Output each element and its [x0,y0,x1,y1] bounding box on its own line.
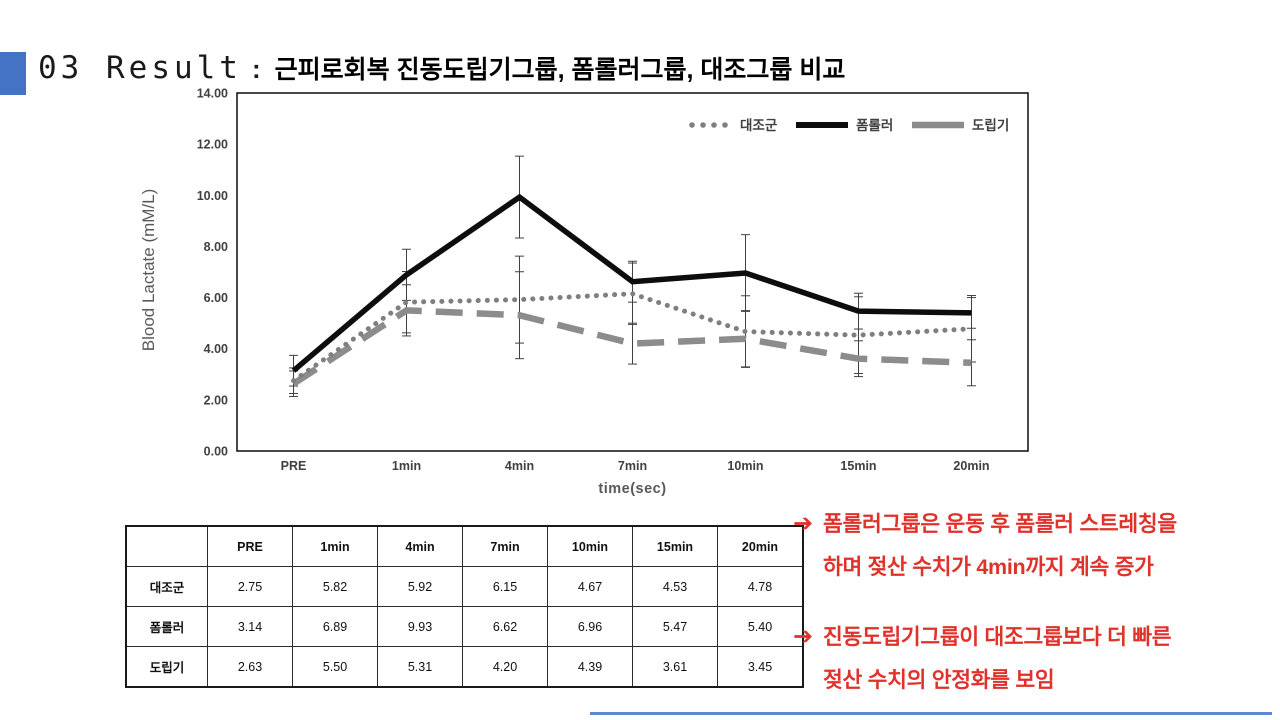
title-section-number: 03 Result [38,50,242,86]
table-cell: 5.47 [632,606,718,647]
x-tick-label: 4min [505,459,534,473]
title-separator: : [251,54,261,84]
table-cell: 6.62 [462,606,548,647]
y-tick-label: 12.00 [197,138,228,152]
lactate-chart: 0.00 2.00 4.00 6.00 8.00 10.00 12.00 14.00 PRE 1m… [139,87,1029,497]
findings-annotations: ➔ 폼롤러그룹은 운동 후 폼롤러 스트레칭을 하며 젖산 수치가 4min까지 계… [793,503,1278,720]
legend-label: 폼롤러 [856,118,893,133]
y-tick-label: 6.00 [204,291,228,305]
table-cell: 6.89 [292,606,378,647]
y-tick-label: 8.00 [204,240,228,254]
table-cell: 5.40 [717,606,804,647]
table-cell: 5.31 [377,646,463,688]
lactate-table: PRE 1min 4min 7min 10min 15min 20min 대조군 2.75 5.… [125,525,804,688]
title-text: 근피로회복 진동도립기그룹, 폼롤러그룹, 대조그룹 비교 [274,56,846,84]
table-header-row: PRE 1min 4min 7min 10min 15min 20min [125,525,804,567]
y-tick-label: 0.00 [204,445,228,459]
legend-sample-dotted [722,122,728,128]
legend-sample-dotted [689,122,695,128]
table-cell: 4.67 [547,566,633,607]
table-cell: 9.93 [377,606,463,647]
table-header: PRE 1min 4min 7min 10min 15min 20min [125,525,804,567]
legend-sample-dotted [700,122,706,128]
table-column-header: 10min [547,525,633,567]
table-row-label: 대조군 [125,566,208,607]
table-cell: 4.78 [717,566,804,607]
x-tick-label: PRE [281,459,307,473]
table-cell: 2.75 [207,566,293,607]
page-title: 03 Result : 근피로회복 진동도립기그룹, 폼롤러그룹, 대조그룹 비… [38,50,845,86]
series-line-대조군 [291,291,974,384]
arrow-icon: ➔ [793,623,814,650]
table-cell: 6.96 [547,606,633,647]
table-cell: 5.92 [377,566,463,607]
table-column-header: 7min [462,525,548,567]
plot-border [236,92,1029,452]
table-column-header: PRE [207,525,293,567]
y-tick-label: 14.00 [197,87,228,101]
table-column-header: 4min [377,525,463,567]
table-row-label: 도립기 [125,646,208,688]
table-cell: 4.39 [547,646,633,688]
error-bars [289,155,976,398]
table-cell: 6.15 [462,566,548,607]
y-tick-label: 10.00 [197,189,228,203]
y-axis-ticks: 0.00 2.00 4.00 6.00 8.00 10.00 12.00 14.00 [197,87,228,459]
legend-sample-dotted [711,122,717,128]
finding-text: 진동도립기그룹이 대조그룹보다 더 빠른 젖산 수치의 안정화를 보임 [823,625,1172,692]
y-axis-title: Blood Lactate (mM/L) [139,189,158,352]
table-cell: 4.53 [632,566,718,607]
table-corner-cell [125,525,208,567]
table-cell: 3.61 [632,646,718,688]
finding-item: ➔ 폼롤러그룹은 운동 후 폼롤러 스트레칭을 하며 젖산 수치가 4min까지 계… [793,503,1278,589]
y-tick-label: 2.00 [204,393,228,407]
legend-label: 대조군 [740,118,778,133]
arrow-icon: ➔ [793,510,814,537]
x-tick-label: 10min [727,459,763,473]
x-axis-title: time(sec) [598,481,666,497]
table-column-header: 20min [717,525,804,567]
table-cell: 4.20 [462,646,548,688]
series-line-폼롤러 [291,193,972,373]
x-tick-label: 15min [840,459,876,473]
table-row: 폼롤러 3.14 6.89 9.93 6.62 6.96 5.47 5.40 [125,606,804,647]
x-tick-label: 20min [953,459,989,473]
table-cell: 2.63 [207,646,293,688]
finding-text: 폼롤러그룹은 운동 후 폼롤러 스트레칭을 하며 젖산 수치가 4min까지 계속… [823,512,1177,579]
finding-item: ➔ 진동도립기그룹이 대조그룹보다 더 빠른 젖산 수치의 안정화를 보임 [793,616,1278,702]
table-cell: 5.50 [292,646,378,688]
title-accent-bar [0,52,26,95]
table-body: 대조군 2.75 5.82 5.92 6.15 4.67 4.53 4.78 폼롤러 3.14 6.… [125,566,804,688]
bottom-accent-line [590,712,1272,715]
chart-legend: 대조군 폼롤러 도립기 [689,118,1009,133]
y-tick-label: 4.00 [204,342,228,356]
table-row: 대조군 2.75 5.82 5.92 6.15 4.67 4.53 4.78 [125,566,804,607]
x-tick-label: 1min [392,459,421,473]
series-line-도립기 [291,307,972,387]
table-column-header: 15min [632,525,718,567]
x-tick-label: 7min [618,459,647,473]
table-cell: 3.45 [717,646,804,688]
table-column-header: 1min [292,525,378,567]
table-cell: 5.82 [292,566,378,607]
table-cell: 3.14 [207,606,293,647]
x-axis-ticks: PRE 1min 4min 7min 10min 15min 20min [281,459,990,473]
table-row: 도립기 2.63 5.50 5.31 4.20 4.39 3.61 3.45 [125,646,804,688]
legend-label: 도립기 [972,118,1009,133]
table-row-label: 폼롤러 [125,606,208,647]
